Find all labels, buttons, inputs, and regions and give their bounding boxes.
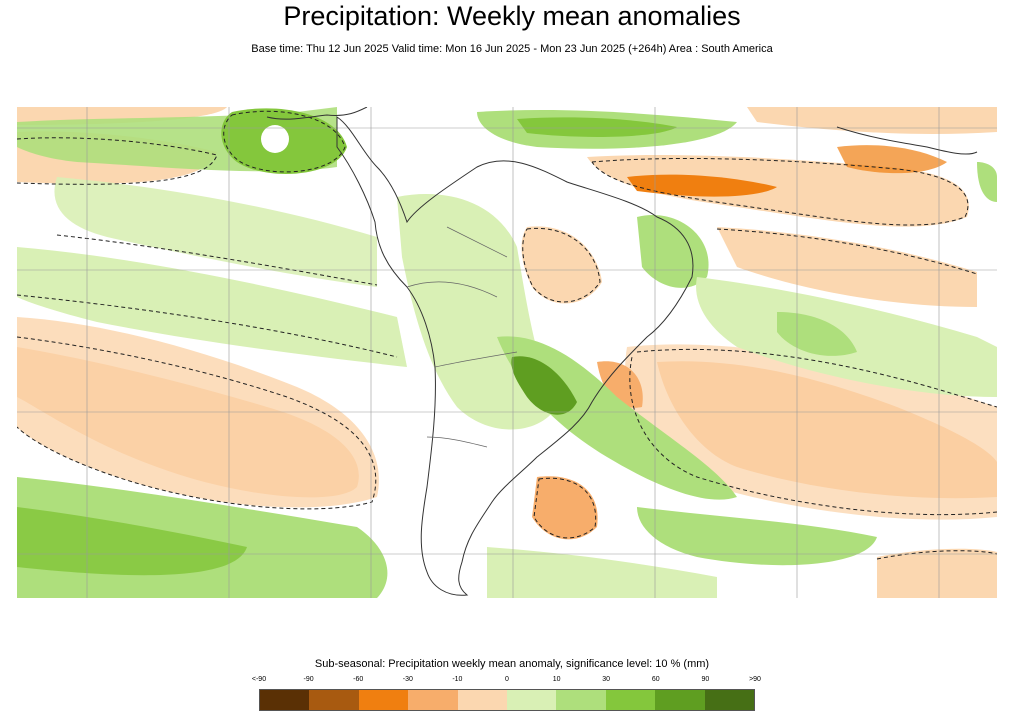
legend-swatch [457, 690, 508, 710]
legend-tick: 60 [651, 676, 660, 683]
wet-patch-east-edge [977, 162, 997, 202]
wet-band-south-atlantic [637, 507, 877, 566]
legend-title: Sub-seasonal: Precipitation weekly mean … [314, 658, 710, 670]
coastlines [266, 107, 978, 596]
wet-core-south-brazil [511, 356, 577, 415]
ring-hole-north-pacific [261, 125, 289, 153]
central-america-coastline [266, 107, 368, 120]
wet-band-far-south [487, 547, 717, 598]
legend-tick: <-90 [251, 676, 267, 683]
dry-patch-southern-brazil [597, 361, 643, 408]
dry-patch-northeast [747, 107, 997, 134]
legend-tick: 0 [505, 676, 509, 683]
legend-tick: 30 [602, 676, 611, 683]
dry-patch-far-southeast [877, 548, 997, 598]
dry-patch-caribbean [837, 145, 947, 174]
page-title: Precipitation: Weekly mean anomalies [283, 1, 741, 31]
dry-patch-amazon [521, 226, 602, 304]
legend-swatch [704, 690, 755, 710]
caribbean-coastline [836, 126, 978, 155]
legend-swatch [260, 690, 310, 710]
wet-anomaly-regions [17, 107, 997, 598]
page-subtitle: Base time: Thu 12 Jun 2025 Valid time: M… [251, 43, 773, 55]
dry-core-equatorial-atlantic [627, 174, 777, 197]
legend-swatch [507, 690, 557, 710]
country-borders [406, 226, 518, 448]
wet-band-central-pacific [54, 177, 377, 287]
legend-swatch [408, 690, 458, 710]
color-legend: <-90 -90 -60 -30 -10 0 10 30 60 90 >90 [252, 676, 761, 712]
legend-ticks: <-90 -90 -60 -30 -10 0 10 30 60 90 >90 [252, 676, 761, 686]
legend-colorbar [259, 689, 755, 711]
wet-core-southwest [17, 507, 247, 576]
legend-swatch [358, 690, 409, 710]
legend-tick: 90 [701, 676, 710, 683]
legend-swatch [605, 690, 656, 710]
legend-swatch [309, 690, 359, 710]
dry-band-equatorial-atlantic [587, 155, 969, 227]
anomaly-map-svg [17, 107, 997, 598]
south-america-coastline [336, 116, 694, 596]
dry-band-south-atlantic-east [717, 227, 977, 307]
wet-core-equatorial-atlantic [517, 117, 677, 137]
legend-tick: -30 [402, 676, 413, 683]
legend-tick: -60 [353, 676, 364, 683]
legend-tick: -10 [452, 676, 463, 683]
legend-tick: >90 [749, 676, 761, 683]
legend-tick: 10 [552, 676, 561, 683]
dry-patch-south-atlantic [532, 476, 598, 540]
legend-swatch [556, 690, 606, 710]
anomaly-map [17, 107, 997, 598]
legend-tick: -90 [303, 676, 314, 683]
significance-contours [17, 110, 997, 560]
legend-swatch [655, 690, 705, 710]
